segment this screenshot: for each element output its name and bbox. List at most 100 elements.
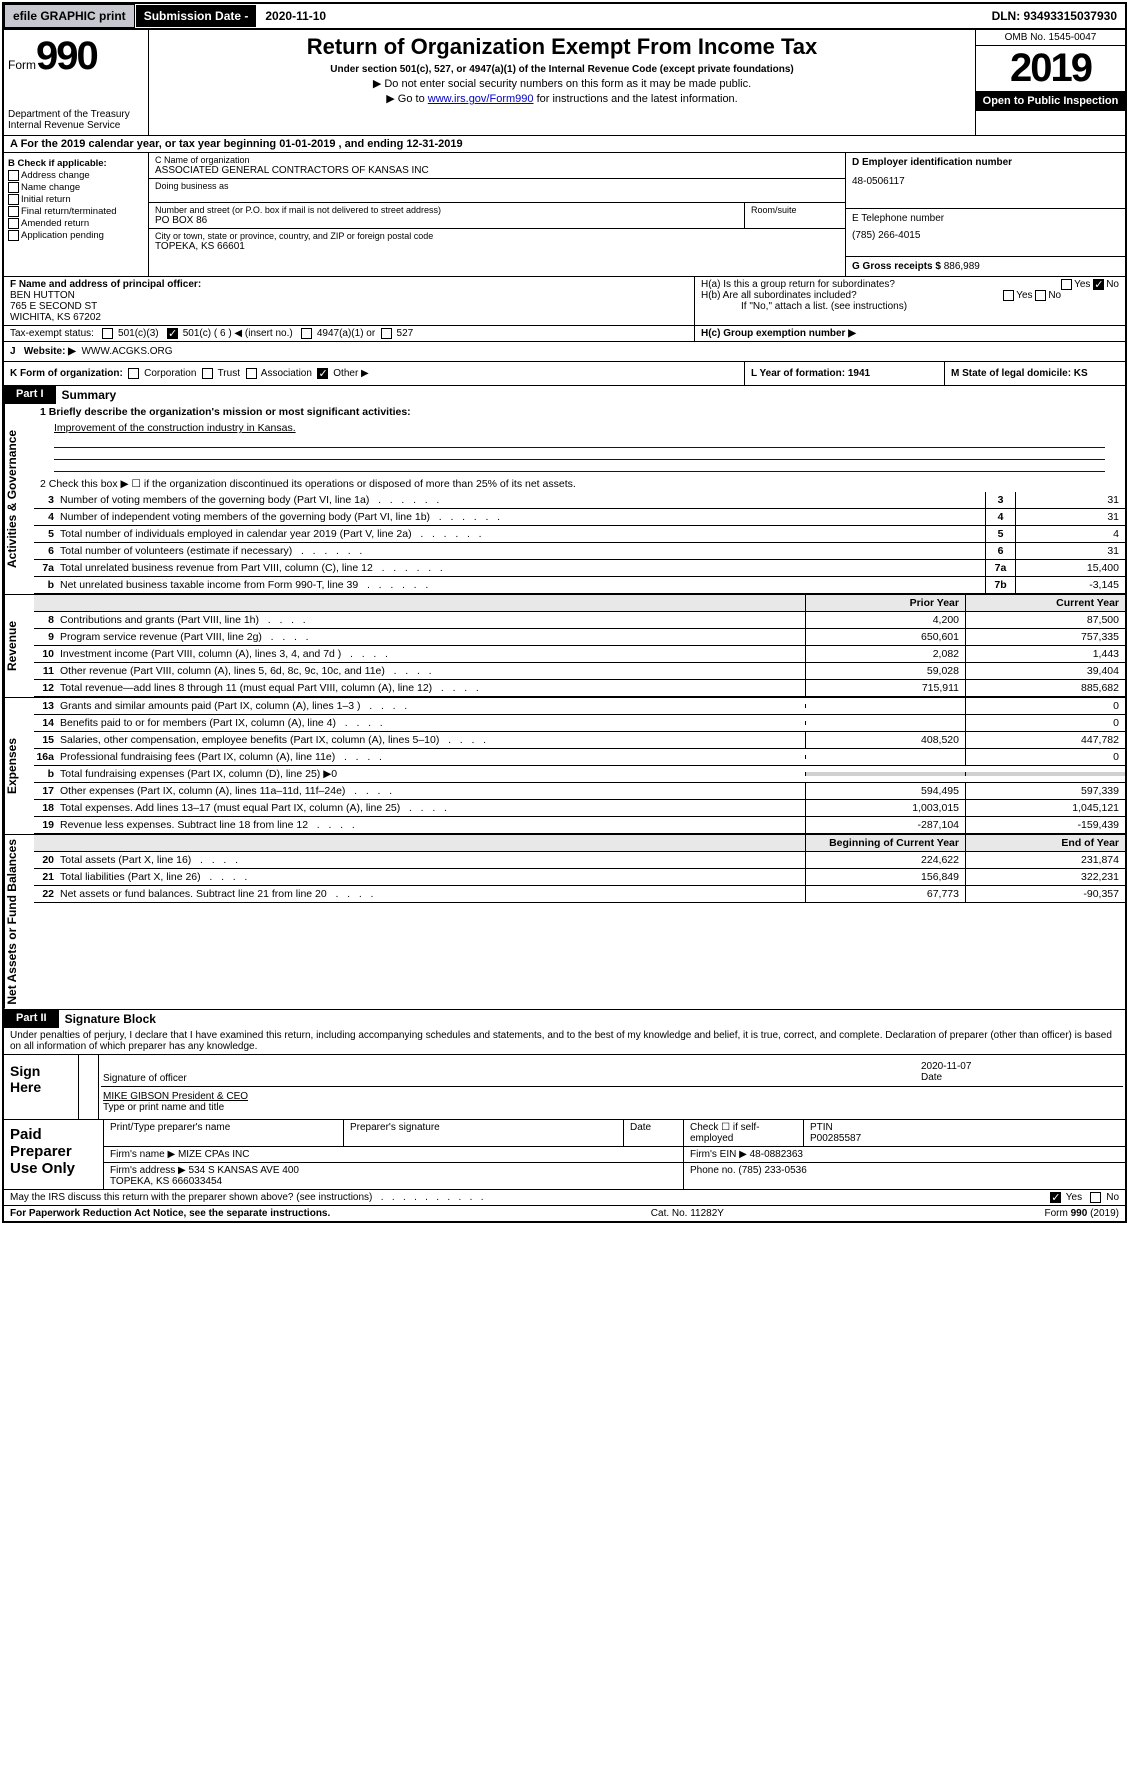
omb-number: OMB No. 1545-0047 [976,30,1125,46]
open-inspection-badge: Open to Public Inspection [976,91,1125,111]
hb-note: If "No," attach a list. (see instruction… [701,301,1119,312]
firm-ein-label: Firm's EIN ▶ [690,1149,750,1160]
discuss-yes-checkbox[interactable] [1050,1192,1061,1203]
other-label: Other ▶ [333,368,368,379]
city-label: City or town, state or province, country… [155,231,839,241]
dln-value: DLN: 93493315037930 [984,5,1125,27]
501c-label: 501(c) ( 6 ) ◀ (insert no.) [183,328,293,339]
irs-link[interactable]: www.irs.gov/Form990 [428,93,534,105]
firm-phone-label: Phone no. [690,1165,738,1176]
initial-return-label: Initial return [21,194,71,205]
part2-header: Part II [4,1010,59,1028]
part2-title: Signature Block [59,1010,162,1028]
form-footer: Form 990 (2019) [1045,1208,1119,1219]
sig-date-area: 2020-11-07Date [921,1061,1121,1084]
firm-addr-label: Firm's address ▶ [110,1165,189,1176]
form-container: efile GRAPHIC print Submission Date - 20… [2,2,1127,1223]
application-pending-checkbox[interactable] [8,230,19,241]
sidebar-governance: Activities & Governance [4,404,34,594]
sig-name-label: Type or print name and title [103,1102,224,1113]
efile-print-button[interactable]: efile GRAPHIC print [4,4,135,28]
form-note-2: ▶ Go to www.irs.gov/Form990 for instruct… [153,92,971,105]
firm-phone-value: (785) 233-0536 [738,1165,806,1176]
ptin-value: P00285587 [810,1133,861,1144]
discuss-no-checkbox[interactable] [1090,1192,1101,1203]
ha-yes-checkbox[interactable] [1061,279,1072,290]
trust-checkbox[interactable] [202,368,213,379]
hc-label: H(c) Group exemption number ▶ [701,328,856,339]
501c-checkbox[interactable] [167,328,178,339]
submission-date-label: Submission Date - [135,4,258,28]
corp-label: Corporation [144,368,196,379]
sign-here-label: Sign Here [4,1055,79,1119]
department-label: Department of the Treasury Internal Reve… [8,109,144,131]
city-value: TOPEKA, KS 66601 [155,241,839,252]
state-domicile: M State of legal domicile: KS [951,368,1088,379]
entity-section: B Check if applicable: Address change Na… [4,153,1125,277]
prep-sig-col: Preparer's signature [344,1120,624,1146]
address-value: PO BOX 86 [155,215,738,226]
initial-return-checkbox[interactable] [8,194,19,205]
sig-name-value: MIKE GIBSON President & CEO [103,1091,1121,1102]
paid-preparer-label: Paid Preparer Use Only [4,1120,104,1189]
firm-name-label: Firm's name ▶ [110,1149,178,1160]
firm-ein-value: 48-0882363 [750,1149,803,1160]
note2-prefix: ▶ Go to [386,93,427,105]
form-number: 990 [36,34,97,78]
officer-address: 765 E SECOND ST WICHITA, KS 67202 [10,301,688,323]
address-change-checkbox[interactable] [8,170,19,181]
firm-name-value: MIZE CPAs INC [178,1149,249,1160]
corp-checkbox[interactable] [128,368,139,379]
final-return-label: Final return/terminated [21,206,117,217]
org-name-label: C Name of organization [155,155,839,165]
name-change-label: Name change [21,182,80,193]
website-label: Website: ▶ [24,346,76,357]
self-employed-check: Check ☐ if self-employed [684,1120,804,1146]
hb-yes-checkbox[interactable] [1003,290,1014,301]
discuss-label: May the IRS discuss this return with the… [10,1192,484,1203]
submission-date-value: 2020-11-10 [257,5,334,27]
cat-number: Cat. No. 11282Y [651,1208,724,1219]
phone-value: (785) 266-4015 [852,230,1119,241]
address-label: Number and street (or P.O. box if mail i… [155,205,738,215]
officer-label: F Name and address of principal officer: [10,279,201,290]
col-b-title: B Check if applicable: [8,158,107,169]
name-change-checkbox[interactable] [8,182,19,193]
form-title: Return of Organization Exempt From Incom… [153,34,971,60]
org-name-value: ASSOCIATED GENERAL CONTRACTORS OF KANSAS… [155,165,839,176]
sidebar-1: Revenue [4,595,34,697]
declaration-text: Under penalties of perjury, I declare th… [4,1028,1125,1055]
sidebar-3: Net Assets or Fund Balances [4,835,34,1009]
ha-no-checkbox[interactable] [1093,279,1104,290]
officer-name: BEN HUTTON [10,290,688,301]
amended-return-label: Amended return [21,218,89,229]
trust-label: Trust [218,368,240,379]
pra-notice: For Paperwork Reduction Act Notice, see … [10,1208,330,1219]
gross-receipts-value: 886,989 [944,261,980,272]
officer-group-row: F Name and address of principal officer:… [4,277,1125,326]
phone-label: E Telephone number [852,213,944,224]
application-pending-label: Application pending [21,230,104,241]
4947-label: 4947(a)(1) or [317,328,375,339]
4947-checkbox[interactable] [301,328,312,339]
tax-year: 2019 [976,46,1125,91]
assoc-checkbox[interactable] [246,368,257,379]
501c3-checkbox[interactable] [102,328,113,339]
final-return-checkbox[interactable] [8,206,19,217]
gross-receipts-label: G Gross receipts $ [852,261,944,272]
other-checkbox[interactable] [317,368,328,379]
part1-header: Part I [4,386,56,404]
topbar: efile GRAPHIC print Submission Date - 20… [4,4,1125,30]
ptin-label: PTIN [810,1122,833,1133]
form-subtitle: Under section 501(c), 527, or 4947(a)(1)… [153,64,971,75]
ha-label: H(a) Is this a group return for subordin… [701,279,895,290]
form-label: Form [8,58,36,72]
ein-label: D Employer identification number [852,157,1012,168]
calendar-year-row: A For the 2019 calendar year, or tax yea… [4,136,1125,153]
amended-return-checkbox[interactable] [8,218,19,229]
527-checkbox[interactable] [381,328,392,339]
sig-officer-label: Signature of officer [103,1061,921,1084]
website-row: J Website: ▶ WWW.ACGKS.ORG [4,342,1125,362]
hb-no-checkbox[interactable] [1035,290,1046,301]
tax-status-label: Tax-exempt status: [10,328,94,339]
